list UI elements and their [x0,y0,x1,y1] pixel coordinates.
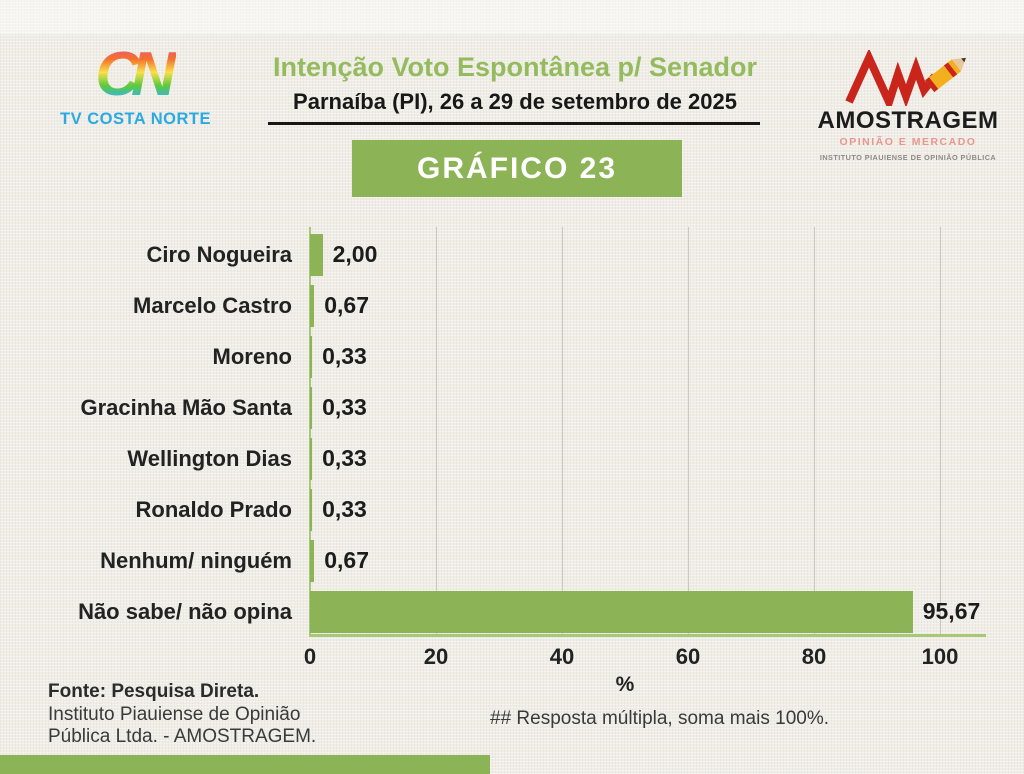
chart-row: Gracinha Mão Santa 0,33 [0,382,1024,433]
gridline-80 [814,227,815,637]
amostragem-tagline: OPINIÃO E MERCADO [839,136,977,148]
x-axis-unit-label: % [615,673,635,696]
y-axis-line [309,227,311,637]
chart-row: Marcelo Castro 0,67 [0,280,1024,331]
amostragem-logo: AMOSTRAGEM OPINIÃO E MERCADO INSTITUTO P… [812,48,1004,162]
chart-row: Nenhum/ ninguém 0,67 [0,535,1024,586]
x-axis-baseline [310,634,986,637]
title-underline [268,122,760,125]
category-label: Gracinha Mão Santa [80,394,292,420]
chart-number-banner: GRÁFICO 23 [352,140,682,197]
bottom-accent-bar [0,755,490,774]
chart-row: Ciro Nogueira 2,00 [0,229,1024,280]
value-label: 0,33 [322,496,367,522]
value-label: 0,33 [322,445,367,471]
source-line: Pública Ltda. - AMOSTRAGEM. [48,726,317,747]
value-label: 0,33 [322,343,367,369]
source-title: Fonte: Pesquisa Direta. [48,681,260,702]
bar [310,386,313,429]
bar [310,437,313,480]
source-block: Fonte: Pesquisa Direta. Instituto Piauie… [48,681,448,749]
chart-row: Wellington Dias 0,33 [0,433,1024,484]
bar [310,284,315,327]
x-tick-label: 60 [675,644,701,669]
value-label: 2,00 [332,241,378,267]
category-label: Ciro Nogueira [146,241,292,267]
amostragem-institute-text: INSTITUTO PIAUIENSE DE OPINIÃO PÚBLICA [819,153,997,162]
x-tick-label: 0 [303,644,317,669]
page-title: Intenção Voto Espontânea p/ Senador [272,52,758,82]
multiple-response-note: ## Resposta múltipla, soma mais 100%. [490,708,829,729]
bar [310,233,323,276]
x-tick-label: 80 [801,644,827,669]
amostragem-zigzag-pencil-icon [845,48,966,114]
source-line: Instituto Piauiense de Opinião [48,703,301,725]
chart-row: Ronaldo Prado 0,33 [0,484,1024,535]
gridline-40 [562,227,563,637]
tv-costa-norte-wordmark: TV COSTA NORTE [60,110,211,128]
tv-costa-norte-cn-icon: CN [95,42,176,108]
amostragem-wordmark: AMOSTRAGEM [817,107,999,134]
category-label: Wellington Dias [127,445,292,471]
bar [310,488,313,531]
category-label: Ronaldo Prado [135,496,292,522]
category-label: Nenhum/ ninguém [100,547,292,573]
value-label: 0,67 [324,292,369,318]
chart-row: Não sabe/ não opina 95,67 [0,586,1024,637]
top-light-band [0,0,1024,34]
gridline-60 [688,227,689,637]
category-label: Marcelo Castro [133,292,292,318]
x-tick-label: 40 [549,644,575,669]
bar [310,335,313,378]
bar [310,590,913,633]
category-label: Não sabe/ não opina [78,598,292,624]
value-label: 95,67 [922,598,981,624]
gridline-20 [436,227,437,637]
bar [310,539,315,582]
page-subtitle: Parnaíba (PI), 26 a 29 de setembro de 20… [293,89,737,114]
bar-chart: Ciro Nogueira 2,00 Marcelo Castro 0,67 Moren… [0,229,1024,637]
value-label: 0,67 [324,547,369,573]
gridline-100 [940,227,941,637]
x-tick-label: 100 [921,644,959,669]
tv-costa-norte-logo: CN TV COSTA NORTE [48,42,223,129]
header-title-block: Intenção Voto Espontânea p/ Senador Parn… [232,52,798,115]
chart-row: Moreno 0,33 [0,331,1024,382]
value-label: 0,33 [322,394,367,420]
category-label: Moreno [212,343,292,369]
x-tick-label: 20 [423,644,449,669]
